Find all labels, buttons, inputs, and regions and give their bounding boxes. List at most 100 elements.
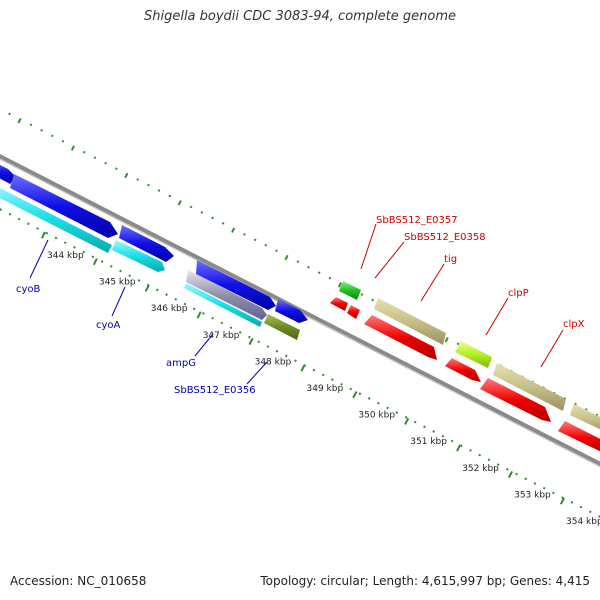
inner-ruler-dot <box>588 510 592 514</box>
inner-ruler-dot <box>524 477 528 481</box>
inner-ruler-dot <box>119 269 122 273</box>
kbp-tick-mark <box>300 364 306 372</box>
inner-ruler-dot <box>211 316 214 320</box>
gene-feature-blue-4 <box>275 299 308 323</box>
inner-ruler-dot <box>165 293 168 296</box>
gene-feature-khaki-clpX <box>493 363 566 411</box>
map-title: Shigella boydii CDC 3083-94, complete ge… <box>143 9 457 24</box>
kbp-tick-label: 348 kbp <box>255 357 292 367</box>
inner-ruler-dot <box>570 501 574 504</box>
inner-ruler-dot <box>45 231 49 235</box>
gene-feature-green-SbBS512-E0357 <box>339 281 361 300</box>
inner-ruler-dot <box>321 373 325 377</box>
inner-ruler-dot <box>441 434 445 438</box>
inner-ruler-dot <box>128 274 132 278</box>
inner-ruler-dot <box>82 250 85 254</box>
outer-ruler-dot <box>17 118 22 124</box>
outer-ruler-dot <box>253 238 257 242</box>
inner-ruler-dot <box>496 463 500 466</box>
gene-label-cyoA: cyoA <box>96 320 121 331</box>
inner-ruler-dot <box>229 326 233 329</box>
outer-ruler-dot <box>371 298 374 302</box>
outer-ruler-dot <box>50 134 54 138</box>
gene-label-clpP: clpP <box>508 288 529 299</box>
gene-feature-lime-clpP <box>455 341 492 368</box>
gene-feature-blue-cyoB <box>10 174 118 238</box>
kbp-tick-mark <box>144 284 150 292</box>
gene-feature-blue-3 <box>196 260 276 310</box>
inner-ruler-dot <box>432 430 435 433</box>
outer-ruler-dot <box>317 271 321 274</box>
inner-ruler-dot <box>100 260 104 263</box>
outer-ruler-dot <box>147 183 150 187</box>
gene-feature-red-2 <box>347 305 360 319</box>
outer-ruler-dot <box>8 112 11 116</box>
outer-ruler-dot <box>328 276 332 280</box>
inner-ruler-dot <box>36 227 39 230</box>
kbp-tick-label: 345 kbp <box>99 278 136 288</box>
gene-feature-red-tig <box>364 315 437 360</box>
kbp-ticks: 344 kbp 345 kbp 346 kbp 347 kbp 348 kbp 349 k… <box>40 231 600 527</box>
outer-ruler-dot <box>360 293 364 296</box>
gene-feature-cyan-2 <box>184 283 262 327</box>
outer-ruler-dot <box>136 178 140 181</box>
inner-ruler-dot <box>284 354 288 358</box>
kbp-tick-label: 354 kbp <box>566 517 600 527</box>
inner-ruler-dot <box>450 439 454 443</box>
gene-label-SbBS512-E0357: SbBS512_E0357 <box>376 215 458 226</box>
gene-labels: cyoB cyoA ampG SbBS512_E0356 SbBS512_E03… <box>16 215 585 396</box>
gene-feature-red-clpX <box>480 378 551 422</box>
gene-label-tig: tig <box>444 254 457 265</box>
kbp-tick-label: 346 kbp <box>151 304 188 314</box>
kbp-tick-mark <box>248 337 254 346</box>
inner-ruler-dot <box>248 335 251 339</box>
outer-ruler-dot <box>243 232 246 236</box>
outer-ruler-dot <box>296 260 300 264</box>
inner-ruler-dot <box>257 340 260 344</box>
inner-ruler-dot <box>109 264 113 268</box>
gene-feature-blue-1 <box>0 165 16 184</box>
inner-ruler-dot <box>275 349 279 353</box>
kbp-tick-label: 349 kbp <box>307 384 344 394</box>
gene-label-SbBS512-E0356: SbBS512_E0356 <box>174 385 256 396</box>
kbp-tick-mark <box>404 417 410 425</box>
kbp-tick-mark <box>508 470 513 479</box>
inner-ruler-dot <box>505 467 509 471</box>
outer-ruler-dot <box>177 200 182 206</box>
inner-ruler-dot <box>561 496 564 499</box>
accession-text: Accession: NC_010658 <box>10 574 147 588</box>
outer-ruler-dot <box>157 189 161 192</box>
outer-ruler-dot <box>168 194 172 198</box>
inner-ruler-dot <box>377 401 380 405</box>
gene-feature-khaki-tig <box>374 298 446 345</box>
outer-ruler-dot <box>456 342 460 346</box>
kbp-tick-label: 353 kbp <box>514 490 551 500</box>
gene-label-SbBS512-E0358: SbBS512_E0358 <box>404 232 486 243</box>
inner-ruler-dot <box>192 307 196 311</box>
inner-ruler-dot <box>404 416 408 419</box>
outer-ruler-dot <box>211 216 214 220</box>
inner-ruler-dot <box>395 411 399 414</box>
inner-ruler-dot <box>8 212 12 216</box>
outer-ruler-dot <box>221 222 225 225</box>
kbp-tick-label: 351 kbp <box>410 437 447 447</box>
inner-ruler-dot <box>459 444 463 448</box>
outer-ruler-dot <box>231 227 236 233</box>
inner-ruler-dot <box>174 297 178 301</box>
inner-ruler-dot <box>73 246 76 249</box>
gene-feature-red-3 <box>558 421 600 452</box>
inner-ruler-dot <box>91 255 95 259</box>
kbp-tick-mark <box>92 258 98 266</box>
outer-ruler-dot <box>70 145 75 151</box>
inner-ruler-dot <box>349 387 353 391</box>
inner-ruler-dot <box>294 359 297 363</box>
gene-feature-cyan-cyoA <box>112 240 165 272</box>
gene-label-ampG: ampG <box>166 358 196 369</box>
outer-ruler-dot <box>93 156 97 160</box>
kbp-tick-mark <box>456 444 462 452</box>
inner-ruler-dot <box>515 472 518 476</box>
inner-ruler-dot <box>552 491 555 495</box>
gene-feature-olive-SbBS512-E0356 <box>264 314 300 340</box>
inner-ruler-dot <box>478 453 482 457</box>
